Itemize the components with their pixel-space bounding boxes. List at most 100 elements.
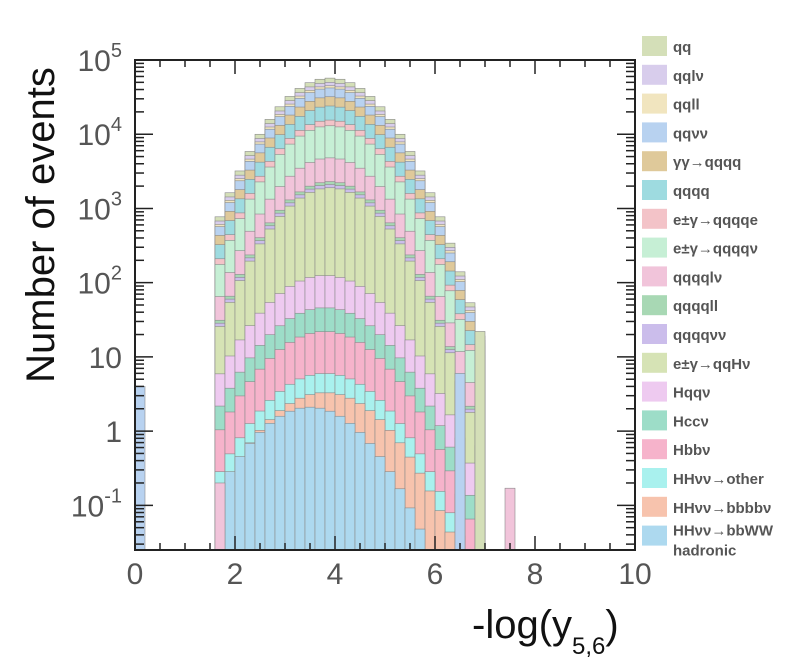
bar (414, 528, 426, 551)
x-tick-label: 2 (227, 558, 244, 591)
legend-label: Hccν (673, 413, 709, 430)
legend-label: e±γ→qqHν (673, 356, 750, 373)
legend-label: qqqq (673, 183, 710, 200)
legend: qqqqlνqqllqqννγγ→qqqqqqqqe±γ→qqqqee±γ→qq… (642, 36, 774, 560)
x-tick-label: 4 (327, 558, 344, 591)
bar (434, 510, 446, 551)
x-tick-labels: 0 2 4 6 8 10 (127, 558, 652, 591)
legend-entry: e±γ→qqqqν (642, 237, 758, 258)
bar (304, 406, 316, 551)
legend-swatch (642, 295, 667, 316)
x-axis-title-close: ) (605, 603, 618, 647)
legend-label: HHνν→bbbbν (673, 500, 771, 517)
bar (324, 410, 336, 551)
legend-entry: qqlν (642, 64, 704, 85)
legend-entry: Hbbν (642, 439, 711, 460)
x-axis-title-sub: 5,6 (572, 633, 605, 660)
bar (224, 471, 236, 551)
bar (314, 407, 326, 551)
legend-entry: qqqqνν (642, 324, 726, 344)
bar (284, 410, 296, 551)
legend-swatch (642, 93, 667, 114)
legend-entry: qq (642, 36, 691, 56)
legend-label: Hbbν (673, 442, 711, 459)
y-tick-label: 10-1 (71, 485, 122, 523)
legend-label: γγ→qqqq (673, 154, 741, 171)
y-tick-label: 105 (78, 40, 123, 78)
bar (424, 490, 436, 551)
x-axis-title-main: -log(y (472, 603, 572, 647)
legend-swatch (642, 208, 667, 229)
legend-label: qqqqll (673, 298, 718, 315)
y-tick-label: 104 (78, 114, 123, 152)
legend-label: qqqqνν (673, 327, 726, 344)
histogram-bars (134, 77, 516, 551)
bar (274, 415, 286, 551)
bar (394, 488, 406, 551)
y-axis-title: Number of events (19, 67, 63, 383)
legend-swatch (642, 151, 667, 172)
bar (344, 422, 356, 551)
legend-entry: Hqqν (642, 381, 711, 402)
legend-label: Hqqν (673, 385, 711, 402)
bar-isolated (214, 482, 226, 551)
legend-swatch (642, 439, 667, 460)
y-tick-label: 102 (78, 263, 123, 301)
legend-label: qqll (673, 97, 700, 114)
legend-label: qqνν (673, 125, 708, 142)
axis-ticks (134, 60, 636, 550)
legend-swatch (642, 237, 667, 258)
legend-swatch (642, 381, 667, 402)
legend-swatch (642, 64, 667, 85)
legend-swatch (642, 324, 667, 344)
x-tick-label: 6 (427, 558, 444, 591)
x-tick-label: 8 (527, 558, 544, 591)
legend-entry: Hccν (642, 410, 709, 431)
bar (234, 456, 246, 551)
legend-label: qq (673, 39, 691, 56)
bar-isolated (474, 331, 486, 551)
legend-entry: HHνν→other (642, 468, 764, 488)
legend-swatch (642, 352, 667, 373)
legend-swatch (642, 266, 667, 287)
x-tick-label: 0 (127, 558, 144, 591)
bar-isolated (134, 386, 146, 551)
bar (444, 531, 456, 551)
x-axis-title: -log(y5,6) (472, 603, 619, 660)
legend-label: qqqqlν (673, 269, 722, 286)
legend-entry: HHνν→bbbbν (642, 496, 771, 517)
bar-isolated (454, 373, 466, 551)
y-tick-label: 10 (89, 342, 122, 375)
legend-entry: qqqq (642, 180, 710, 200)
legend-entry: qqνν (642, 122, 708, 143)
legend-label: qqlν (673, 68, 704, 85)
legend-label: e±γ→qqqqe (673, 212, 758, 229)
bar (364, 443, 376, 551)
y-tick-label: 103 (78, 188, 123, 226)
legend-label: e±γ→qqqqν (673, 241, 758, 258)
legend-swatch (642, 468, 667, 488)
bar (384, 471, 396, 551)
legend-swatch (642, 496, 667, 517)
bar (254, 432, 266, 551)
legend-label-cont: hadronic (673, 543, 736, 560)
bar (354, 432, 366, 551)
legend-swatch (642, 180, 667, 200)
legend-label: HHνν→bbWW (673, 523, 774, 540)
legend-entry: e±γ→qqqqe (642, 208, 758, 229)
legend-swatch (642, 525, 667, 546)
legend-entry: qqqqlν (642, 266, 722, 287)
bar (264, 422, 276, 551)
legend-swatch (642, 122, 667, 143)
legend-swatch (642, 410, 667, 431)
legend-entry: qqqqll (642, 295, 718, 316)
legend-label: HHνν→other (673, 471, 764, 488)
legend-swatch (642, 36, 667, 56)
bar (464, 518, 476, 551)
x-tick-label: 10 (618, 558, 651, 591)
legend-entry: γγ→qqqq (642, 151, 741, 172)
bar (244, 443, 256, 551)
y-tick-label: 1 (105, 416, 122, 449)
legend-entry: qqll (642, 93, 700, 114)
